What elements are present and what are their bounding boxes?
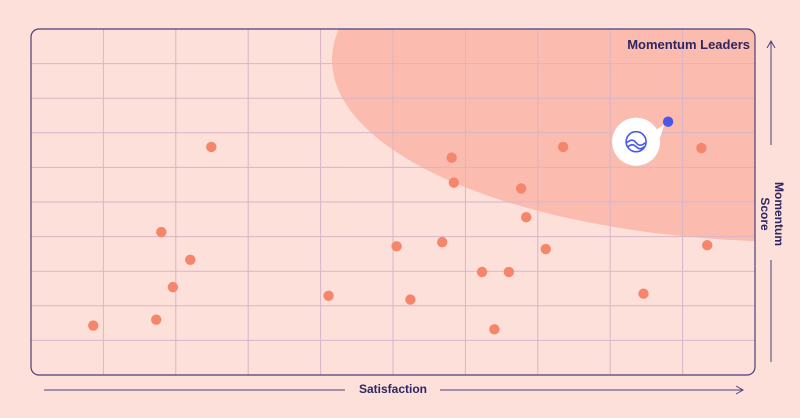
data-point (702, 240, 713, 251)
wave-circle-icon (625, 130, 647, 153)
x-axis-arrow (44, 385, 745, 395)
y-axis-label: Momentum Score (758, 182, 786, 246)
data-point (540, 243, 551, 255)
data-point (503, 266, 515, 278)
grid (31, 29, 755, 375)
x-axis-label: Satisfaction (358, 382, 427, 396)
highlight-point (662, 116, 674, 127)
data-point (156, 226, 167, 238)
zone-title: Momentum Leaders (627, 37, 750, 52)
data-point (557, 141, 569, 153)
data-point (638, 288, 649, 299)
data-point (206, 141, 217, 153)
data-point (521, 212, 532, 223)
y-axis-arrow (766, 39, 776, 362)
data-point (448, 177, 460, 188)
plot-frame (30, 28, 756, 376)
data-points (88, 141, 713, 335)
data-point (515, 183, 527, 194)
data-point (323, 290, 334, 301)
data-point (696, 142, 707, 154)
highlight-badge (612, 116, 674, 166)
data-point (151, 314, 162, 325)
data-point (185, 254, 196, 265)
data-point (167, 281, 179, 293)
data-point (446, 152, 457, 163)
data-point (437, 236, 448, 248)
data-point (476, 266, 488, 278)
badge-pointer (656, 124, 665, 138)
data-point (391, 241, 402, 252)
data-point (88, 320, 99, 331)
data-point (489, 324, 500, 335)
data-point (405, 294, 416, 305)
